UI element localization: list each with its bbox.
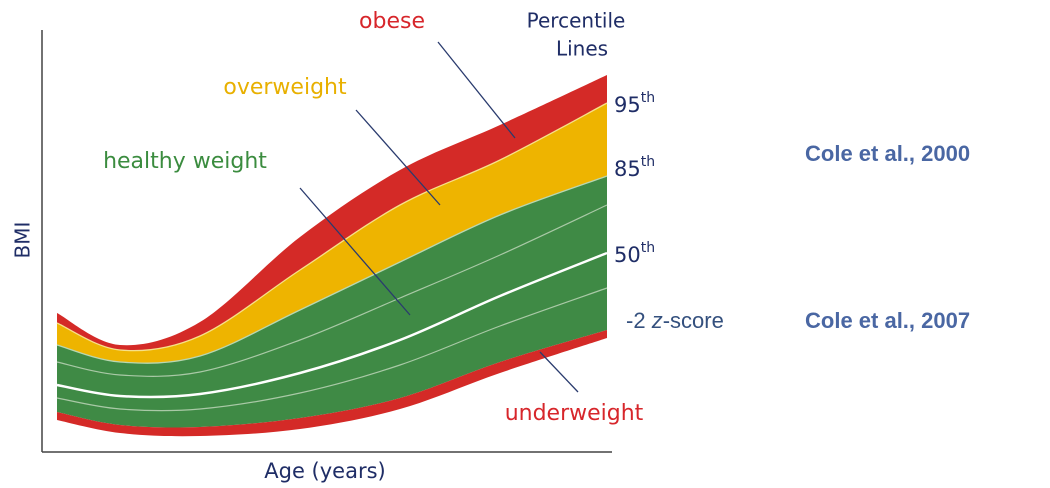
rest: -score xyxy=(663,308,724,333)
pointers xyxy=(299,41,579,393)
zone-label: obese xyxy=(359,9,425,34)
healthy-band xyxy=(57,176,607,428)
zscore: -2 z-score xyxy=(626,308,724,333)
percentile: 50th xyxy=(614,240,655,267)
x-axis-label: Age (years) xyxy=(264,459,385,483)
num: 95 xyxy=(614,93,641,117)
percentile: 85th xyxy=(614,154,655,181)
percentile-line xyxy=(56,251,608,399)
sup: th xyxy=(641,154,655,170)
pointer xyxy=(299,187,411,316)
obese-band xyxy=(57,75,607,351)
pointer xyxy=(437,41,516,139)
z: z xyxy=(651,308,663,333)
underweight-band xyxy=(57,330,607,437)
percentile-line xyxy=(56,175,608,364)
pointer xyxy=(539,351,579,393)
zone-label: underweight xyxy=(505,401,644,426)
sup: th xyxy=(641,240,655,256)
y-axis-label: BMI xyxy=(11,222,35,259)
pointer xyxy=(355,109,441,206)
sup: th xyxy=(641,90,655,106)
percentile-line xyxy=(56,102,608,352)
reference: Cole et al., 2007 xyxy=(805,308,970,333)
percentile-line xyxy=(56,287,608,412)
zone-label: healthy weight xyxy=(103,149,267,174)
num: -2 xyxy=(626,308,652,333)
num: 85 xyxy=(614,157,641,181)
percentile-labels: 95th 85th 50th xyxy=(614,90,655,267)
percentile: 95th xyxy=(614,90,655,117)
zone-label: overweight xyxy=(223,75,347,100)
bands xyxy=(56,75,608,437)
heading: Lines xyxy=(556,37,608,61)
percentile-line xyxy=(56,204,608,377)
num: 50 xyxy=(614,243,641,267)
heading: Percentile xyxy=(527,9,626,33)
reference: Cole et al., 2000 xyxy=(805,141,970,166)
